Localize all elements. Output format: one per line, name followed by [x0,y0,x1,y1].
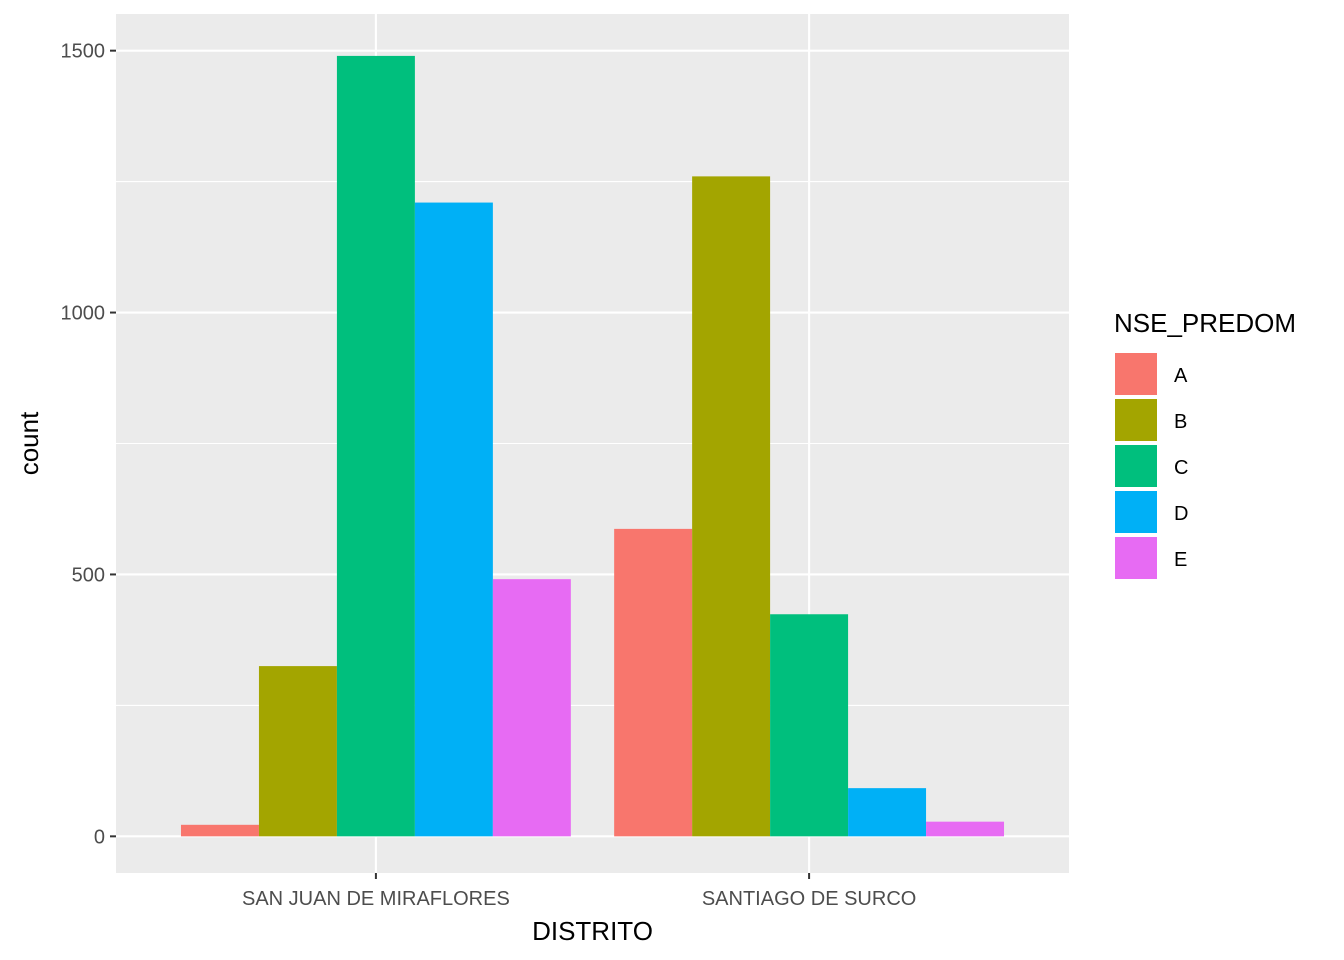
bar-b-1 [258,666,337,837]
y-axis-title: count [14,411,44,475]
y-tick-label: 1500 [61,41,106,63]
x-tick-label: SANTIAGO DE SURCO [702,888,916,910]
bar-a-1 [180,824,259,837]
legend-label-c: C [1174,457,1188,479]
legend-label-a: A [1174,365,1188,387]
y-tick-label: 0 [94,826,105,848]
x-axis-title: DISTRITO [532,916,653,946]
legend: NSE_PREDOM A B C D E [1114,308,1296,579]
bar-c-1 [336,55,415,837]
bar-a-2 [614,528,693,837]
y-axis: 0 500 1000 1500 [61,41,116,848]
legend-key-d [1115,491,1157,533]
bar-c-2 [770,614,849,837]
bar-e-2 [926,821,1005,837]
x-tick-label: SAN JUAN DE MIRAFLORES [242,888,510,910]
legend-label-e: E [1174,549,1187,571]
legend-key-e [1115,537,1157,579]
bar-b-2 [692,176,771,837]
bar-d-2 [848,788,927,837]
legend-key-b [1115,399,1157,441]
bar-d-1 [414,202,493,837]
legend-title: NSE_PREDOM [1114,308,1296,338]
x-axis: SAN JUAN DE MIRAFLORES SANTIAGO DE SURCO [242,873,916,910]
y-tick-label: 1000 [61,303,106,325]
bars [180,55,1005,837]
legend-label-b: B [1174,411,1187,433]
legend-label-d: D [1174,503,1188,525]
bar-e-1 [492,579,571,837]
legend-key-c [1115,445,1157,487]
y-tick-label: 500 [72,564,105,586]
legend-key-a [1115,353,1157,395]
